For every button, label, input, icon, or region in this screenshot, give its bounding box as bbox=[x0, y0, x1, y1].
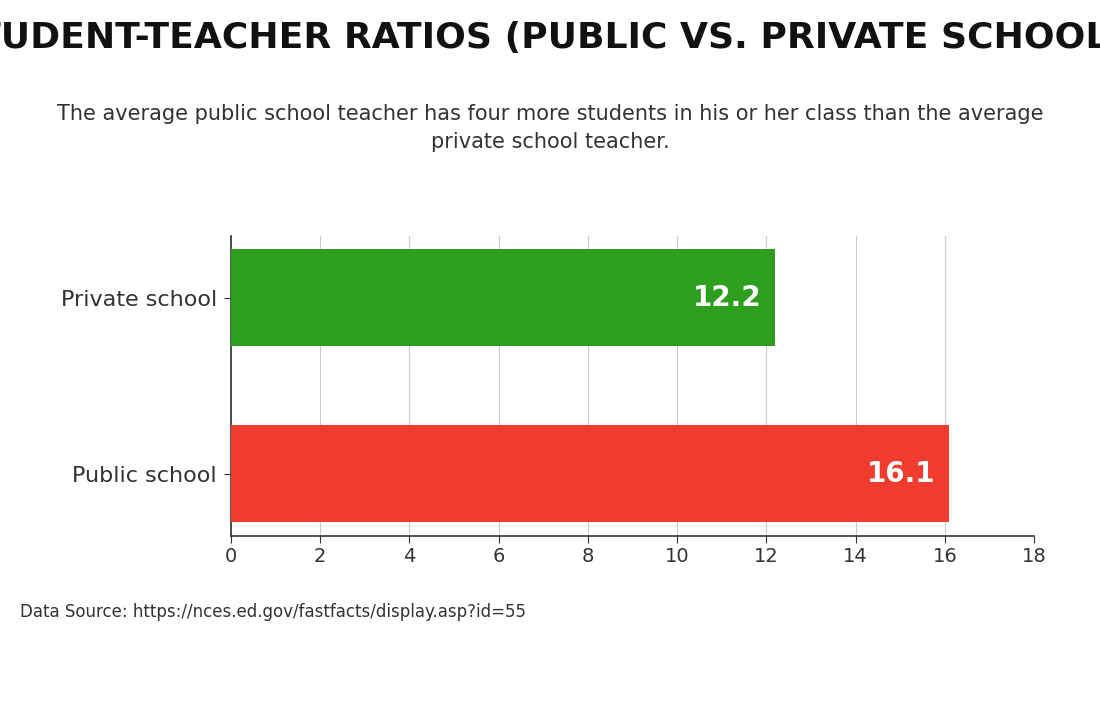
Text: Ⓑ: Ⓑ bbox=[20, 666, 36, 694]
Text: Data Source: https://nces.ed.gov/fastfacts/display.asp?id=55: Data Source: https://nces.ed.gov/fastfac… bbox=[20, 603, 526, 621]
Text: ULTIUS: ULTIUS bbox=[53, 668, 144, 692]
Bar bbox=[231, 249, 776, 346]
Bar bbox=[231, 425, 949, 522]
Text: The average public school teacher has four more students in his or her class tha: The average public school teacher has fo… bbox=[57, 104, 1043, 151]
Text: STUDENT-TEACHER RATIOS (PUBLIC VS. PRIVATE SCHOOLS): STUDENT-TEACHER RATIOS (PUBLIC VS. PRIVA… bbox=[0, 21, 1100, 56]
Text: 16.1: 16.1 bbox=[868, 460, 936, 488]
Text: Copyright © 2017 Ultius, Inc.: Copyright © 2017 Ultius, Inc. bbox=[814, 671, 1078, 689]
Text: 12.2: 12.2 bbox=[693, 283, 762, 311]
